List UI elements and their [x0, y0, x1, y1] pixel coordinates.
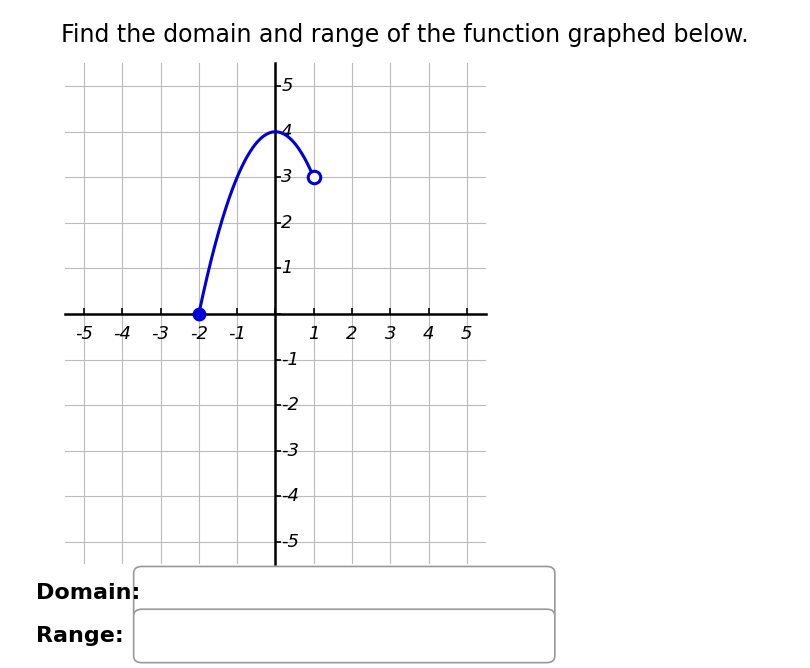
Text: -3: -3	[281, 442, 299, 460]
Text: -4: -4	[281, 487, 299, 505]
Text: -5: -5	[281, 532, 299, 550]
Text: 2: 2	[281, 214, 292, 232]
Text: 5: 5	[461, 325, 472, 343]
Text: 3: 3	[385, 325, 396, 343]
Text: Range:: Range:	[36, 626, 124, 646]
Text: Find the domain and range of the function graphed below.: Find the domain and range of the functio…	[62, 23, 748, 47]
Text: 4: 4	[281, 123, 292, 141]
Text: -1: -1	[228, 325, 246, 343]
Text: -1: -1	[281, 351, 299, 369]
Text: -2: -2	[281, 396, 299, 414]
Text: -4: -4	[113, 325, 131, 343]
Text: -5: -5	[75, 325, 93, 343]
Text: 5: 5	[281, 77, 292, 96]
Text: -3: -3	[151, 325, 169, 343]
Text: -2: -2	[190, 325, 208, 343]
Text: 3: 3	[281, 168, 292, 186]
Text: Domain:: Domain:	[36, 583, 141, 603]
Text: 1: 1	[281, 259, 292, 277]
Text: 1: 1	[308, 325, 319, 343]
Text: 2: 2	[346, 325, 358, 343]
Text: 4: 4	[423, 325, 434, 343]
